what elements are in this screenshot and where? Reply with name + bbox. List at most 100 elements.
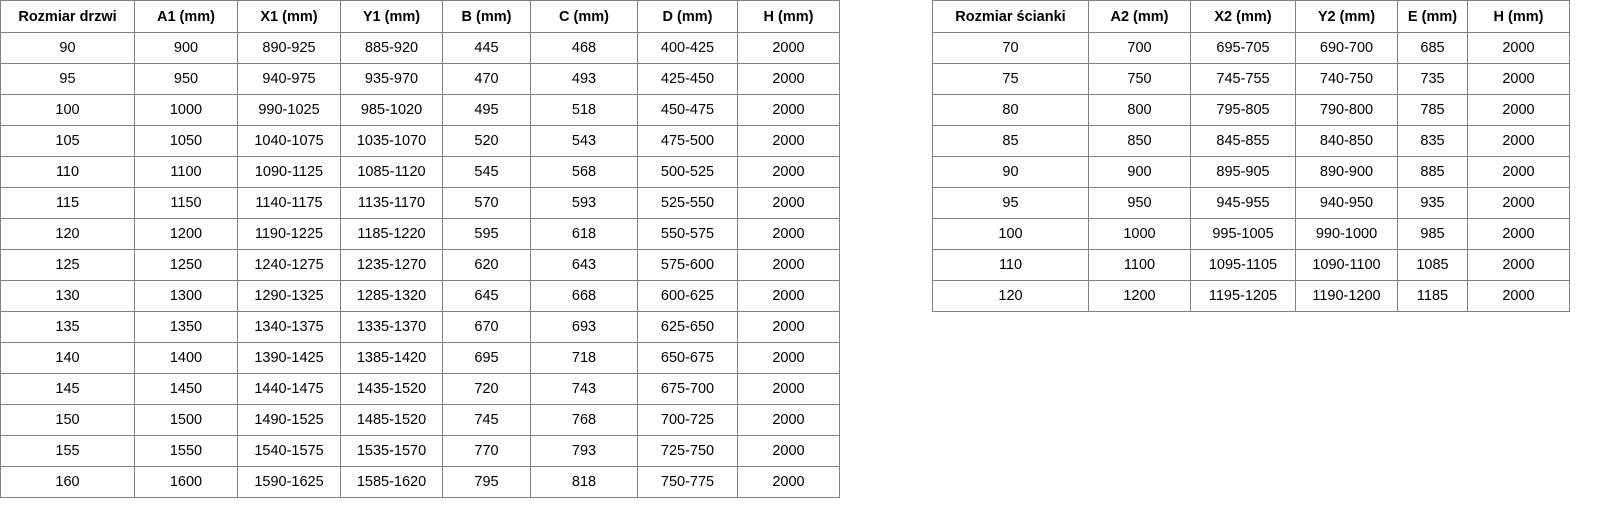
door-table-column-header-0: Rozmiar drzwi: [0, 0, 135, 33]
door-table-column-header-5: C (mm): [530, 0, 638, 33]
door-table-cell: 525-550: [637, 187, 738, 219]
door-table-cell: 1190-1225: [237, 218, 341, 250]
door-table-cell: 2000: [737, 32, 840, 64]
wall-table-cell: 2000: [1467, 32, 1570, 64]
door-table-cell: 1590-1625: [237, 466, 341, 498]
door-table-cell: 1340-1375: [237, 311, 341, 343]
door-table-cell: 2000: [737, 125, 840, 157]
table-row: 80 800 795-805 790-800 785 2000: [932, 94, 1570, 126]
table-row: 155 1550 1540-1575 1535-1570 770 793 725-750 20…: [0, 435, 840, 467]
door-table-cell: 670: [442, 311, 531, 343]
wall-table-cell: 1200: [1088, 280, 1191, 312]
door-table-cell: 493: [530, 63, 638, 95]
wall-table-cell: 1195-1205: [1190, 280, 1296, 312]
door-table-cell: 2000: [737, 187, 840, 219]
door-table-cell: 1150: [134, 187, 238, 219]
door-table-cell: 990-1025: [237, 94, 341, 126]
wall-table-cell: 85: [932, 125, 1089, 157]
wall-table-column-header-1: A2 (mm): [1088, 0, 1191, 33]
door-table-cell: 140: [0, 342, 135, 374]
wall-table-cell: 2000: [1467, 94, 1570, 126]
door-table-cell: 935-970: [340, 63, 443, 95]
door-table-cell: 475-500: [637, 125, 738, 157]
door-table-cell: 768: [530, 404, 638, 436]
door-table-cell: 1135-1170: [340, 187, 443, 219]
door-table-cell: 2000: [737, 342, 840, 374]
door-table-cell: 100: [0, 94, 135, 126]
door-table-cell: 1440-1475: [237, 373, 341, 405]
door-table-cell: 1040-1075: [237, 125, 341, 157]
door-table-header: Rozmiar drzwi A1 (mm) X1 (mm) Y1 (mm) B (mm)…: [0, 0, 840, 33]
table-row: 160 1600 1590-1625 1585-1620 795 818 750-775 20…: [0, 466, 840, 498]
wall-table-column-header-3: Y2 (mm): [1295, 0, 1398, 33]
door-table-cell: 1090-1125: [237, 156, 341, 188]
wall-table-cell: 2000: [1467, 249, 1570, 281]
wall-table-cell: 850: [1088, 125, 1191, 157]
door-table-cell: 568: [530, 156, 638, 188]
door-table-cell: 1485-1520: [340, 404, 443, 436]
table-row: 100 1000 990-1025 985-1020 495 518 450-475 2000: [0, 94, 840, 126]
door-table-cell: 518: [530, 94, 638, 126]
door-table-cell: 470: [442, 63, 531, 95]
wall-table-body: 70 700 695-705 690-700 685 2000 75 750 745-755 74…: [932, 32, 1570, 312]
table-row: 120 1200 1195-1205 1190-1200 1185 2000: [932, 280, 1570, 312]
wall-table-header: Rozmiar ścianki A2 (mm) X2 (mm) Y2 (mm) E (m…: [932, 0, 1570, 33]
table-row: 100 1000 995-1005 990-1000 985 2000: [932, 218, 1570, 250]
wall-table-cell: 895-905: [1190, 156, 1296, 188]
door-table-cell: 1540-1575: [237, 435, 341, 467]
door-table-cell: 1585-1620: [340, 466, 443, 498]
door-table-cell: 620: [442, 249, 531, 281]
wall-table-cell: 745-755: [1190, 63, 1296, 95]
wall-table-cell: 985: [1397, 218, 1468, 250]
wall-table-cell: 940-950: [1295, 187, 1398, 219]
wall-table-cell: 2000: [1467, 280, 1570, 312]
door-table-cell: 105: [0, 125, 135, 157]
door-table-cell: 940-975: [237, 63, 341, 95]
door-table-cell: 520: [442, 125, 531, 157]
table-row: 130 1300 1290-1325 1285-1320 645 668 600-625 20…: [0, 280, 840, 312]
door-table-cell: 645: [442, 280, 531, 312]
door-table-column-header-6: D (mm): [637, 0, 738, 33]
door-table-cell: 2000: [737, 280, 840, 312]
table-row: 85 850 845-855 840-850 835 2000: [932, 125, 1570, 157]
door-table-column-header-1: A1 (mm): [134, 0, 238, 33]
door-table-cell: 700-725: [637, 404, 738, 436]
wall-table-cell: 795-805: [1190, 94, 1296, 126]
wall-table-container: Rozmiar ścianki A2 (mm) X2 (mm) Y2 (mm) E (m…: [932, 0, 1570, 312]
door-table-cell: 1500: [134, 404, 238, 436]
wall-table-cell: 100: [932, 218, 1089, 250]
wall-table-cell: 990-1000: [1295, 218, 1398, 250]
door-table-column-header-3: Y1 (mm): [340, 0, 443, 33]
table-row: 145 1450 1440-1475 1435-1520 720 743 675-700 20…: [0, 373, 840, 405]
wall-table-cell: 1085: [1397, 249, 1468, 281]
door-table-cell: 570: [442, 187, 531, 219]
wall-table-cell: 885: [1397, 156, 1468, 188]
wall-panel-size-specification-table: Rozmiar ścianki A2 (mm) X2 (mm) Y2 (mm) E (m…: [932, 0, 1570, 312]
wall-table-cell: 70: [932, 32, 1089, 64]
wall-table-cell: 1190-1200: [1295, 280, 1398, 312]
door-table-cell: 150: [0, 404, 135, 436]
door-table-cell: 695: [442, 342, 531, 374]
door-table-cell: 668: [530, 280, 638, 312]
wall-table-cell: 700: [1088, 32, 1191, 64]
door-table-cell: 1300: [134, 280, 238, 312]
door-table-cell: 1035-1070: [340, 125, 443, 157]
wall-table-cell: 90: [932, 156, 1089, 188]
door-table-cell: 1450: [134, 373, 238, 405]
door-table-cell: 155: [0, 435, 135, 467]
door-table-cell: 160: [0, 466, 135, 498]
wall-table-cell: 845-855: [1190, 125, 1296, 157]
door-table-cell: 650-675: [637, 342, 738, 374]
door-table-cell: 770: [442, 435, 531, 467]
door-table-cell: 1185-1220: [340, 218, 443, 250]
wall-table-cell: 2000: [1467, 125, 1570, 157]
door-table-cell: 1200: [134, 218, 238, 250]
door-table-cell: 643: [530, 249, 638, 281]
wall-table-cell: 935: [1397, 187, 1468, 219]
door-table-cell: 625-650: [637, 311, 738, 343]
wall-table-cell: 785: [1397, 94, 1468, 126]
door-table-cell: 1000: [134, 94, 238, 126]
door-table-cell: 1085-1120: [340, 156, 443, 188]
wall-table-cell: 835: [1397, 125, 1468, 157]
